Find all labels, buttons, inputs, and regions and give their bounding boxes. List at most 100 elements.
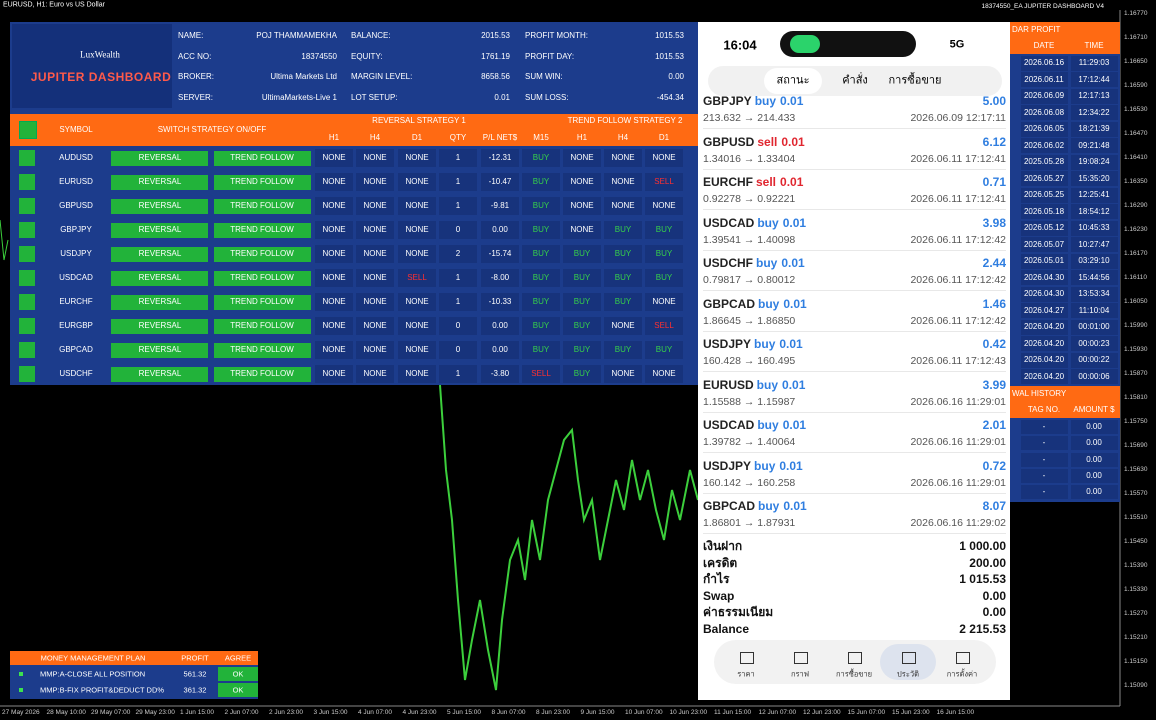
col-header: TREND FOLLOW STRATEGY 2 xyxy=(567,116,683,125)
profit-header xyxy=(1010,22,1120,54)
trend-label: TREND FOLLOW xyxy=(230,225,294,234)
time: 18:54:12 xyxy=(1078,206,1110,216)
ok-button[interactable] xyxy=(218,667,258,681)
logo-box xyxy=(12,24,172,108)
date: 2026.05.25 xyxy=(1023,190,1065,199)
trend-button[interactable] xyxy=(214,319,311,334)
trade-profit: 2.44 xyxy=(982,256,1006,270)
cell-value: NONE xyxy=(405,225,429,234)
reversal-button[interactable] xyxy=(111,271,208,286)
nav-icon xyxy=(794,652,808,664)
price-label: 1.16110 xyxy=(1124,273,1148,281)
cell xyxy=(604,149,642,167)
cell-value: BUY xyxy=(573,345,591,354)
row-toggle[interactable] xyxy=(19,246,35,262)
reversal-button[interactable] xyxy=(111,151,208,166)
trend-button[interactable] xyxy=(214,223,311,238)
trend-label: TREND FOLLOW xyxy=(230,369,294,378)
info-value: 1761.19 xyxy=(481,52,510,61)
trend-button[interactable] xyxy=(214,271,311,286)
cell xyxy=(1071,420,1118,434)
info-label: PROFIT DAY: xyxy=(525,52,575,61)
reversal-button[interactable] xyxy=(111,319,208,334)
price-label: 1.16170 xyxy=(1124,249,1148,257)
logo-title: JUPITER DASHBOARD xyxy=(30,70,172,84)
cell xyxy=(439,341,477,359)
trend-button[interactable] xyxy=(214,151,311,166)
reversal-button[interactable] xyxy=(111,295,208,310)
trend-button[interactable] xyxy=(214,247,311,262)
row-toggle[interactable] xyxy=(19,342,35,358)
sub-header: P/L NET$ xyxy=(482,133,518,142)
cell xyxy=(1071,468,1118,483)
cell xyxy=(645,173,683,191)
row-toggle[interactable] xyxy=(19,318,35,334)
sub-header: M15 xyxy=(533,133,549,142)
row-toggle[interactable] xyxy=(19,174,35,190)
time: 00:01:00 xyxy=(1078,322,1110,331)
trade-lot: 0.01 xyxy=(779,337,803,351)
trend-button[interactable] xyxy=(214,295,311,310)
reversal-label: REVERSAL xyxy=(138,321,182,330)
date: 2026.04.20 xyxy=(1023,355,1065,364)
cell-value: BUY xyxy=(532,225,550,234)
reversal-button[interactable] xyxy=(111,367,208,382)
time: 15:44:56 xyxy=(1078,272,1110,282)
reversal-button[interactable] xyxy=(111,175,208,190)
cell xyxy=(604,269,642,287)
symbol: AUDUSD xyxy=(59,153,93,162)
active-tab[interactable] xyxy=(764,68,822,94)
row-toggle[interactable] xyxy=(19,366,35,382)
trend-button[interactable] xyxy=(214,367,311,382)
time-label: 29 May 23:00 xyxy=(135,708,175,716)
price-label: 1.16290 xyxy=(1124,201,1148,209)
cell-value: 0.00 xyxy=(492,345,508,354)
cell xyxy=(1021,436,1068,451)
row-toggle[interactable] xyxy=(19,222,35,238)
ok-button[interactable] xyxy=(218,683,258,697)
master-toggle[interactable] xyxy=(19,121,37,139)
cell-value: NONE xyxy=(363,345,387,354)
time-label: 29 May 07:00 xyxy=(91,708,131,716)
tab: การซื้อขาย xyxy=(888,74,942,87)
cell xyxy=(481,221,519,239)
trend-button[interactable] xyxy=(214,343,311,358)
cell-value: BUY xyxy=(573,249,591,258)
trade-lot: 0.01 xyxy=(783,296,807,311)
reversal-button[interactable] xyxy=(111,247,208,262)
cell-value: BUY xyxy=(655,249,673,258)
row-toggle[interactable] xyxy=(19,150,35,166)
mm-header: MONEY MANAGEMENT PLAN xyxy=(40,653,146,663)
nav-label: ประวัติ xyxy=(897,669,919,679)
trend-button[interactable] xyxy=(214,175,311,190)
cell-value: NONE xyxy=(611,321,635,330)
reversal-button[interactable] xyxy=(111,343,208,358)
time: 11:29:03 xyxy=(1078,58,1110,67)
cell xyxy=(1071,187,1118,203)
trend-button[interactable] xyxy=(214,199,311,214)
row-toggle[interactable] xyxy=(19,294,35,310)
info-value: -454.34 xyxy=(656,93,684,102)
trend-label: TREND FOLLOW xyxy=(230,249,294,258)
time: 12:34:22 xyxy=(1078,107,1110,117)
cell xyxy=(522,197,560,215)
cell xyxy=(439,245,477,263)
divider xyxy=(703,128,1006,129)
tag-no: - xyxy=(1042,487,1046,497)
reversal-button[interactable] xyxy=(111,223,208,238)
withdrawal-header xyxy=(1010,386,1120,418)
cell xyxy=(398,197,436,215)
trend-label: TREND FOLLOW xyxy=(230,153,294,162)
row-toggle[interactable] xyxy=(19,270,35,286)
reversal-button[interactable] xyxy=(111,199,208,214)
sub-header: H4 xyxy=(369,133,381,142)
cell xyxy=(439,221,477,239)
time-label: 27 May 2026 xyxy=(2,708,40,716)
cell-value: 1 xyxy=(455,153,461,162)
price-label: 1.15570 xyxy=(1124,489,1148,497)
strategy-header xyxy=(10,114,698,146)
active-nav[interactable] xyxy=(880,644,936,680)
cell-value: NONE xyxy=(322,297,346,306)
mm-dot xyxy=(19,688,23,692)
row-toggle[interactable] xyxy=(19,198,35,214)
